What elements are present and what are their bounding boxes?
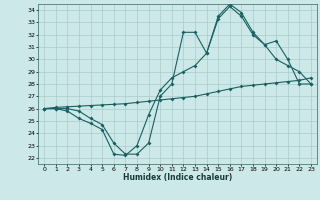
X-axis label: Humidex (Indice chaleur): Humidex (Indice chaleur): [123, 173, 232, 182]
